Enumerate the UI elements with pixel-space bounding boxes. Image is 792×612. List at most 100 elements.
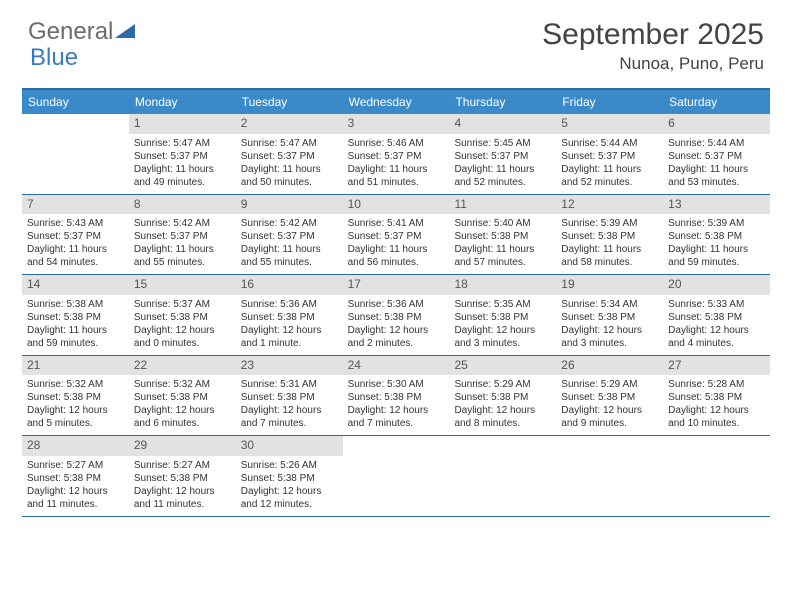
day-cell: 14Sunrise: 5:38 AMSunset: 5:38 PMDayligh…: [22, 275, 129, 355]
day-number: 30: [236, 436, 343, 456]
day-number: 20: [663, 275, 770, 295]
sunset-text: Sunset: 5:38 PM: [454, 311, 551, 324]
weekday-tuesday: Tuesday: [236, 90, 343, 114]
day-body: Sunrise: 5:32 AMSunset: 5:38 PMDaylight:…: [22, 375, 129, 435]
day-body: Sunrise: 5:44 AMSunset: 5:37 PMDaylight:…: [663, 134, 770, 194]
sunrise-text: Sunrise: 5:29 AM: [561, 378, 658, 391]
sunset-text: Sunset: 5:37 PM: [668, 150, 765, 163]
day-body: Sunrise: 5:26 AMSunset: 5:38 PMDaylight:…: [236, 456, 343, 516]
day-cell: 6Sunrise: 5:44 AMSunset: 5:37 PMDaylight…: [663, 114, 770, 194]
sunset-text: Sunset: 5:38 PM: [134, 311, 231, 324]
day-cell: 22Sunrise: 5:32 AMSunset: 5:38 PMDayligh…: [129, 356, 236, 436]
sunrise-text: Sunrise: 5:37 AM: [134, 298, 231, 311]
day-cell: 30Sunrise: 5:26 AMSunset: 5:38 PMDayligh…: [236, 436, 343, 516]
sunset-text: Sunset: 5:38 PM: [348, 311, 445, 324]
day-body: Sunrise: 5:42 AMSunset: 5:37 PMDaylight:…: [129, 214, 236, 274]
sunrise-text: Sunrise: 5:39 AM: [561, 217, 658, 230]
day-body: Sunrise: 5:33 AMSunset: 5:38 PMDaylight:…: [663, 295, 770, 355]
daylight-text: Daylight: 11 hours and 51 minutes.: [348, 163, 445, 189]
sunset-text: Sunset: 5:38 PM: [27, 391, 124, 404]
daylight-text: Daylight: 12 hours and 11 minutes.: [134, 485, 231, 511]
day-body: Sunrise: 5:44 AMSunset: 5:37 PMDaylight:…: [556, 134, 663, 194]
week-row: 14Sunrise: 5:38 AMSunset: 5:38 PMDayligh…: [22, 275, 770, 356]
day-cell: 26Sunrise: 5:29 AMSunset: 5:38 PMDayligh…: [556, 356, 663, 436]
day-number: 4: [449, 114, 556, 134]
day-cell: 4Sunrise: 5:45 AMSunset: 5:37 PMDaylight…: [449, 114, 556, 194]
day-number: 1: [129, 114, 236, 134]
day-number: 25: [449, 356, 556, 376]
sunrise-text: Sunrise: 5:26 AM: [241, 459, 338, 472]
day-number: 13: [663, 195, 770, 215]
sunset-text: Sunset: 5:38 PM: [668, 230, 765, 243]
sunrise-text: Sunrise: 5:47 AM: [134, 137, 231, 150]
daylight-text: Daylight: 11 hours and 50 minutes.: [241, 163, 338, 189]
day-number: 6: [663, 114, 770, 134]
daylight-text: Daylight: 12 hours and 7 minutes.: [241, 404, 338, 430]
daylight-text: Daylight: 12 hours and 8 minutes.: [454, 404, 551, 430]
daylight-text: Daylight: 11 hours and 55 minutes.: [241, 243, 338, 269]
day-number: 29: [129, 436, 236, 456]
week-row: 7Sunrise: 5:43 AMSunset: 5:37 PMDaylight…: [22, 195, 770, 276]
day-number: 8: [129, 195, 236, 215]
daylight-text: Daylight: 12 hours and 10 minutes.: [668, 404, 765, 430]
sunrise-text: Sunrise: 5:27 AM: [27, 459, 124, 472]
day-cell: 1Sunrise: 5:47 AMSunset: 5:37 PMDaylight…: [129, 114, 236, 194]
day-number: 28: [22, 436, 129, 456]
day-number: 27: [663, 356, 770, 376]
weekday-saturday: Saturday: [663, 90, 770, 114]
day-number: 16: [236, 275, 343, 295]
weekday-sunday: Sunday: [22, 90, 129, 114]
daylight-text: Daylight: 12 hours and 4 minutes.: [668, 324, 765, 350]
daylight-text: Daylight: 12 hours and 9 minutes.: [561, 404, 658, 430]
day-body: Sunrise: 5:28 AMSunset: 5:38 PMDaylight:…: [663, 375, 770, 435]
sunrise-text: Sunrise: 5:28 AM: [668, 378, 765, 391]
daylight-text: Daylight: 12 hours and 3 minutes.: [561, 324, 658, 350]
sunrise-text: Sunrise: 5:27 AM: [134, 459, 231, 472]
day-cell: 18Sunrise: 5:35 AMSunset: 5:38 PMDayligh…: [449, 275, 556, 355]
day-cell: 12Sunrise: 5:39 AMSunset: 5:38 PMDayligh…: [556, 195, 663, 275]
day-number: 22: [129, 356, 236, 376]
day-body: Sunrise: 5:47 AMSunset: 5:37 PMDaylight:…: [129, 134, 236, 194]
sunrise-text: Sunrise: 5:44 AM: [561, 137, 658, 150]
day-body: Sunrise: 5:36 AMSunset: 5:38 PMDaylight:…: [343, 295, 450, 355]
daylight-text: Daylight: 12 hours and 5 minutes.: [27, 404, 124, 430]
sunrise-text: Sunrise: 5:39 AM: [668, 217, 765, 230]
daylight-text: Daylight: 12 hours and 0 minutes.: [134, 324, 231, 350]
weekday-monday: Monday: [129, 90, 236, 114]
day-body: Sunrise: 5:47 AMSunset: 5:37 PMDaylight:…: [236, 134, 343, 194]
sunset-text: Sunset: 5:37 PM: [348, 230, 445, 243]
daylight-text: Daylight: 12 hours and 1 minute.: [241, 324, 338, 350]
sunrise-text: Sunrise: 5:32 AM: [134, 378, 231, 391]
location: Nunoa, Puno, Peru: [542, 54, 764, 74]
day-number: 15: [129, 275, 236, 295]
day-number: 5: [556, 114, 663, 134]
day-number: 7: [22, 195, 129, 215]
daylight-text: Daylight: 11 hours and 53 minutes.: [668, 163, 765, 189]
sunrise-text: Sunrise: 5:42 AM: [241, 217, 338, 230]
day-number: 24: [343, 356, 450, 376]
daylight-text: Daylight: 11 hours and 54 minutes.: [27, 243, 124, 269]
sunrise-text: Sunrise: 5:42 AM: [134, 217, 231, 230]
day-number: 12: [556, 195, 663, 215]
day-body: Sunrise: 5:29 AMSunset: 5:38 PMDaylight:…: [449, 375, 556, 435]
day-number: 21: [22, 356, 129, 376]
day-number: 10: [343, 195, 450, 215]
day-body: Sunrise: 5:30 AMSunset: 5:38 PMDaylight:…: [343, 375, 450, 435]
day-cell: 28Sunrise: 5:27 AMSunset: 5:38 PMDayligh…: [22, 436, 129, 516]
day-body: Sunrise: 5:36 AMSunset: 5:38 PMDaylight:…: [236, 295, 343, 355]
day-cell: 7Sunrise: 5:43 AMSunset: 5:37 PMDaylight…: [22, 195, 129, 275]
day-cell: 13Sunrise: 5:39 AMSunset: 5:38 PMDayligh…: [663, 195, 770, 275]
daylight-text: Daylight: 11 hours and 55 minutes.: [134, 243, 231, 269]
daylight-text: Daylight: 11 hours and 52 minutes.: [561, 163, 658, 189]
weekday-thursday: Thursday: [449, 90, 556, 114]
weeks-container: 1Sunrise: 5:47 AMSunset: 5:37 PMDaylight…: [22, 114, 770, 517]
day-cell: 11Sunrise: 5:40 AMSunset: 5:38 PMDayligh…: [449, 195, 556, 275]
day-cell: 20Sunrise: 5:33 AMSunset: 5:38 PMDayligh…: [663, 275, 770, 355]
sunset-text: Sunset: 5:37 PM: [27, 230, 124, 243]
sunrise-text: Sunrise: 5:32 AM: [27, 378, 124, 391]
day-body: Sunrise: 5:39 AMSunset: 5:38 PMDaylight:…: [556, 214, 663, 274]
sunrise-text: Sunrise: 5:47 AM: [241, 137, 338, 150]
daylight-text: Daylight: 12 hours and 2 minutes.: [348, 324, 445, 350]
day-body: Sunrise: 5:42 AMSunset: 5:37 PMDaylight:…: [236, 214, 343, 274]
day-cell: 16Sunrise: 5:36 AMSunset: 5:38 PMDayligh…: [236, 275, 343, 355]
